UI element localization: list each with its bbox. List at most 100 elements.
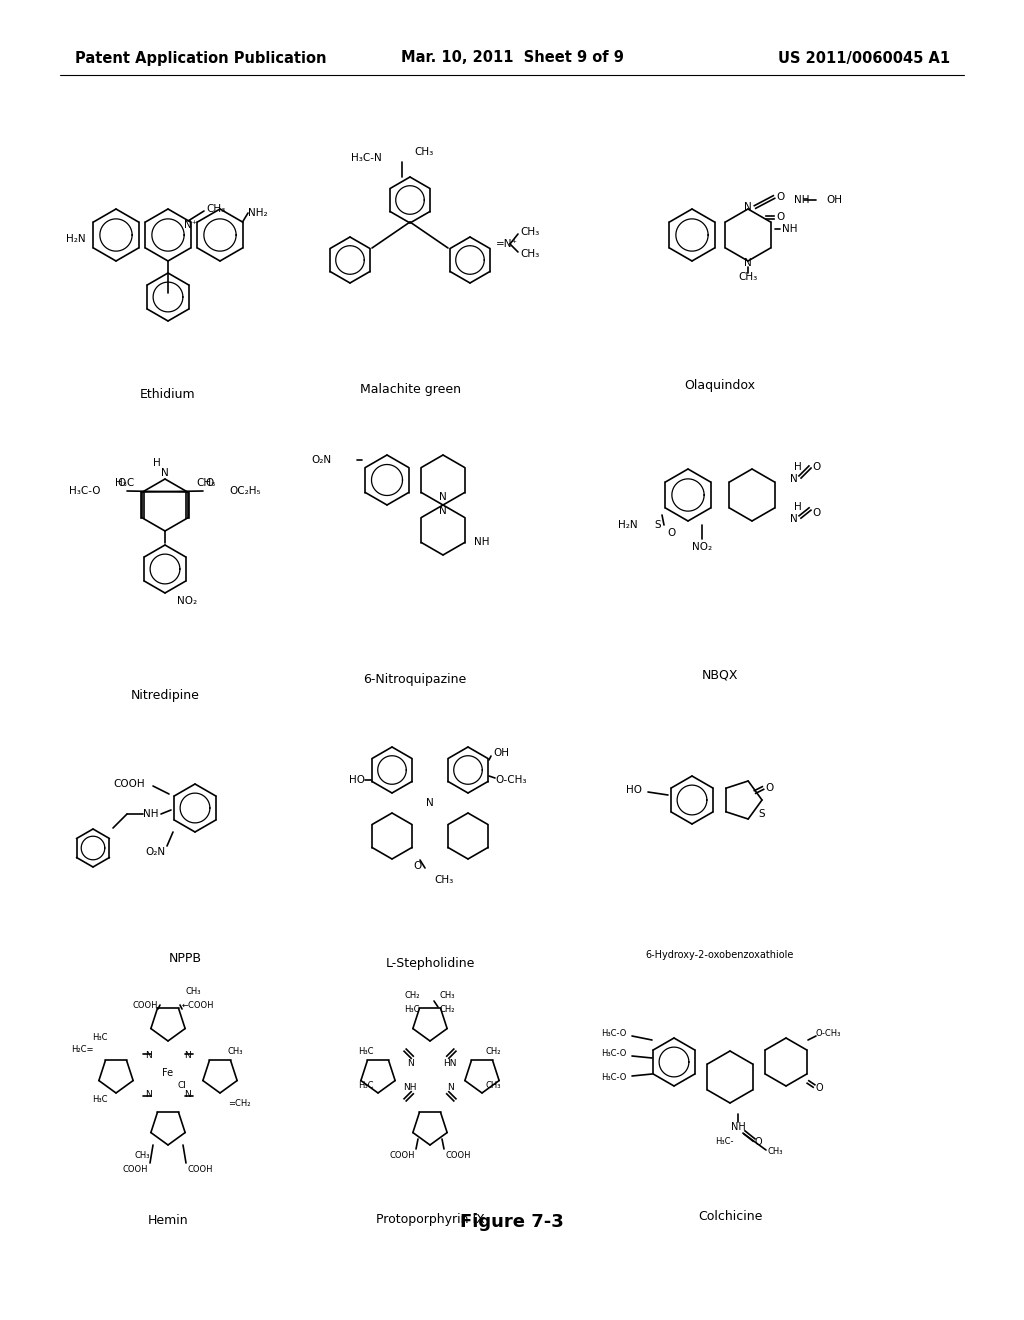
- Text: 6-Nitroquipazine: 6-Nitroquipazine: [364, 673, 467, 686]
- Text: NH: NH: [403, 1082, 417, 1092]
- Text: NO₂: NO₂: [177, 597, 198, 606]
- Text: N: N: [790, 513, 798, 524]
- Text: N: N: [446, 1082, 454, 1092]
- Text: O: O: [776, 191, 784, 202]
- Text: S: S: [758, 809, 765, 818]
- Text: Patent Application Publication: Patent Application Publication: [75, 50, 327, 66]
- Text: NH: NH: [731, 1122, 745, 1133]
- Text: N: N: [426, 799, 434, 808]
- Text: OH: OH: [826, 195, 842, 205]
- Text: NO₂: NO₂: [692, 543, 712, 552]
- Text: =CH₂: =CH₂: [228, 1098, 251, 1107]
- Text: CH₃: CH₃: [768, 1147, 783, 1156]
- Text: N: N: [144, 1051, 152, 1060]
- Text: O₂N: O₂N: [144, 847, 165, 857]
- Text: COOH: COOH: [114, 779, 145, 789]
- Text: NBQX: NBQX: [701, 668, 738, 681]
- Text: H: H: [794, 462, 802, 473]
- Text: HO: HO: [349, 775, 365, 785]
- Text: Fe: Fe: [163, 1068, 173, 1078]
- Text: CH₂: CH₂: [440, 1005, 456, 1014]
- Text: H₃C: H₃C: [404, 1005, 420, 1014]
- Text: Colchicine: Colchicine: [697, 1210, 762, 1224]
- Text: CH₃: CH₃: [520, 249, 540, 259]
- Text: OH: OH: [493, 748, 509, 758]
- Text: CH₃: CH₃: [440, 990, 456, 999]
- Text: O: O: [668, 528, 676, 539]
- Text: COOH: COOH: [132, 1001, 158, 1010]
- Text: O: O: [765, 783, 773, 793]
- Text: N: N: [439, 492, 446, 502]
- Text: Ethidium: Ethidium: [140, 388, 196, 401]
- Text: O: O: [812, 508, 820, 517]
- Text: Protoporphyrin IX: Protoporphyrin IX: [376, 1213, 484, 1226]
- Text: N⁺: N⁺: [184, 220, 198, 230]
- Text: H₃C-O: H₃C-O: [601, 1049, 626, 1059]
- Text: N: N: [407, 1059, 414, 1068]
- Text: Olaquindox: Olaquindox: [684, 379, 756, 392]
- Text: CH₃: CH₃: [738, 272, 758, 282]
- Text: N: N: [790, 474, 798, 484]
- Text: O: O: [776, 213, 784, 222]
- Text: COOH: COOH: [445, 1151, 470, 1159]
- Text: CH₃: CH₃: [196, 478, 215, 488]
- Text: NH: NH: [143, 809, 159, 818]
- Text: US 2011/0060045 A1: US 2011/0060045 A1: [778, 50, 950, 66]
- Text: NH: NH: [474, 537, 489, 546]
- Text: N: N: [744, 257, 752, 268]
- Text: H₃C-N: H₃C-N: [351, 153, 382, 162]
- Text: H₃C-O: H₃C-O: [601, 1030, 626, 1039]
- Text: H₂N: H₂N: [67, 234, 86, 244]
- Text: N: N: [439, 506, 446, 516]
- Text: NH₂: NH₂: [248, 209, 267, 218]
- Text: CH₃: CH₃: [134, 1151, 150, 1159]
- Text: =N⁺: =N⁺: [496, 239, 518, 249]
- Text: COOH: COOH: [389, 1151, 415, 1159]
- Text: NH: NH: [782, 224, 798, 234]
- Text: H₃C: H₃C: [92, 1032, 108, 1041]
- Text: H₃C: H₃C: [115, 478, 134, 488]
- Text: Cl: Cl: [178, 1081, 186, 1089]
- Text: OC₂H₅: OC₂H₅: [229, 486, 261, 496]
- Text: O: O: [812, 462, 820, 473]
- Text: CH₃: CH₃: [228, 1047, 244, 1056]
- Text: O-CH₃: O-CH₃: [495, 775, 526, 785]
- Text: COOH: COOH: [123, 1164, 148, 1173]
- Text: CH₂: CH₂: [404, 990, 420, 999]
- Text: N: N: [184, 1090, 191, 1100]
- Text: H₂N: H₂N: [618, 520, 638, 531]
- Text: HN: HN: [443, 1059, 457, 1068]
- Text: CH₃: CH₃: [486, 1081, 502, 1089]
- Text: N: N: [144, 1090, 152, 1100]
- Text: HO: HO: [626, 785, 642, 795]
- Text: L-Stepholidine: L-Stepholidine: [385, 957, 475, 969]
- Text: O: O: [755, 1137, 762, 1147]
- Text: CH₂: CH₂: [486, 1047, 502, 1056]
- Text: Figure 7-3: Figure 7-3: [460, 1213, 564, 1232]
- Text: H: H: [794, 502, 802, 512]
- Text: H₃C-: H₃C-: [716, 1138, 734, 1147]
- Text: CH₃: CH₃: [186, 986, 202, 995]
- Text: ←COOH: ←COOH: [182, 1001, 214, 1010]
- Text: Mar. 10, 2011  Sheet 9 of 9: Mar. 10, 2011 Sheet 9 of 9: [400, 50, 624, 66]
- Text: H₂C=: H₂C=: [72, 1044, 94, 1053]
- Text: H₃C-O: H₃C-O: [70, 486, 101, 496]
- Text: CH₃: CH₃: [414, 147, 433, 157]
- Text: H₃C: H₃C: [358, 1047, 374, 1056]
- Text: H₃C-O: H₃C-O: [601, 1073, 626, 1082]
- Text: COOH: COOH: [188, 1164, 213, 1173]
- Text: Malachite green: Malachite green: [359, 384, 461, 396]
- Text: N: N: [744, 202, 752, 213]
- Text: S: S: [654, 520, 662, 531]
- Text: O-CH₃: O-CH₃: [816, 1030, 842, 1039]
- Text: N: N: [184, 1051, 191, 1060]
- Text: CH₃: CH₃: [520, 227, 540, 238]
- Text: H₃C: H₃C: [358, 1081, 374, 1089]
- Text: CH₃: CH₃: [206, 205, 225, 214]
- Text: CH₃: CH₃: [434, 875, 454, 884]
- Text: O: O: [414, 861, 422, 871]
- Text: H₃C: H₃C: [92, 1094, 108, 1104]
- Text: H: H: [154, 458, 161, 469]
- Text: O: O: [816, 1082, 823, 1093]
- Text: O: O: [117, 478, 125, 488]
